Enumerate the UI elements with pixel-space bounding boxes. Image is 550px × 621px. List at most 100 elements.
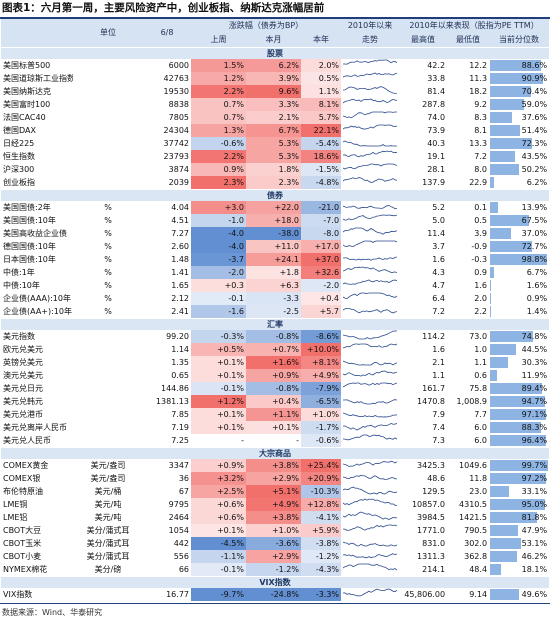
trend-cell xyxy=(341,524,399,537)
asset-name: 美元兑日元 xyxy=(3,384,43,393)
percentile-bar xyxy=(490,486,510,497)
high: 1.6 xyxy=(432,255,446,264)
change-year: -3.8% xyxy=(301,537,342,550)
value: 99.20 xyxy=(166,332,189,341)
unit: % xyxy=(104,242,112,251)
percentile-cell: 37.6% xyxy=(489,111,549,124)
change-month: +1.1% xyxy=(246,408,301,421)
percentile-bar xyxy=(490,86,531,97)
percentile-label: 13.9% xyxy=(521,203,548,212)
data-row: 美元兑日元 144.86 -0.1% -0.8% -7.9% 161.7 75.8 89.4% xyxy=(1,382,549,395)
value: 7805 xyxy=(168,113,189,122)
low: 362.8 xyxy=(464,552,488,561)
value: 6000 xyxy=(168,61,189,70)
unit xyxy=(73,343,143,356)
asset-name: 日本国债:10年 xyxy=(3,255,56,264)
sparkline-path xyxy=(342,177,398,183)
change-week: -9.7% xyxy=(191,588,246,601)
trend-cell xyxy=(341,240,399,253)
percentile-bar xyxy=(490,202,499,213)
change-month: 5.3% xyxy=(246,137,301,150)
high: 831.0 xyxy=(422,539,446,548)
sparkline-path xyxy=(342,150,398,158)
trend-cell xyxy=(341,163,399,176)
section-row: 债券 xyxy=(1,189,550,201)
data-row: 澳元兑美元 0.65 +0.1% +0.9% +4.9% 1.1 0.6 11.9% xyxy=(1,369,549,382)
sparkline xyxy=(342,140,398,147)
change-year: -7.0 xyxy=(301,214,342,227)
data-row: 恒生指数 23793 2.2% 5.3% 18.6% 19.1 7.2 43.5% xyxy=(1,150,549,163)
asset-name: 美国国债:10年 xyxy=(3,216,56,225)
change-month: +24.1 xyxy=(246,253,301,266)
change-week: +0.1% xyxy=(191,524,246,537)
section-title: 债券 xyxy=(1,189,550,201)
percentile-cell: 72.7% xyxy=(489,240,549,253)
high: 214.1 xyxy=(422,565,446,574)
value: 3347 xyxy=(168,461,189,470)
percentile-bar xyxy=(490,99,525,110)
value: 9795 xyxy=(168,500,189,509)
asset-name: CBOT小麦 xyxy=(3,552,42,561)
percentile-bar xyxy=(490,538,521,549)
percentile-label: 88.3% xyxy=(521,423,548,432)
change-month: +2.9% xyxy=(246,472,301,485)
sparkline xyxy=(342,330,398,340)
change-month: -24.8% xyxy=(246,588,301,601)
percentile-label: 98.8% xyxy=(521,255,548,264)
data-row: 德国国债:10年% 2.60 -4.0 +11.0 +17.0 3.7 -0.9 72.7% xyxy=(1,240,549,253)
trend-cell xyxy=(341,369,399,382)
sparkline-path xyxy=(342,412,398,418)
percentile-bar xyxy=(490,112,512,123)
sparkline xyxy=(342,541,398,547)
change-year: -8.6% xyxy=(301,330,342,343)
sparkline-path xyxy=(342,266,398,274)
low: 0.1 xyxy=(474,203,488,212)
low: 302.0 xyxy=(464,539,488,548)
unit: 美元/盎司 xyxy=(90,461,126,470)
change-month: +22.0 xyxy=(246,201,301,214)
high: 7.9 xyxy=(432,410,446,419)
unit: 美分/蒲式耳 xyxy=(86,552,130,561)
change-week: 0.7% xyxy=(191,98,246,111)
sparkline xyxy=(343,588,398,597)
low: 18.2 xyxy=(469,87,488,96)
change-month: 9.6% xyxy=(246,85,301,98)
unit xyxy=(73,369,143,382)
percentile-cell: 99.7% xyxy=(489,459,549,472)
asset-name: 中债:10年 xyxy=(3,281,40,290)
low: 11.3 xyxy=(469,74,488,83)
change-month: +0.4% xyxy=(246,395,301,408)
value: 4.51 xyxy=(171,216,189,225)
unit xyxy=(73,72,143,85)
change-year: -21.0 xyxy=(301,201,342,214)
change-year: 0.5% xyxy=(301,72,342,85)
sparkline xyxy=(342,214,398,221)
sparkline xyxy=(343,422,398,431)
unit xyxy=(73,588,143,601)
asset-name: 美元兑离岸人民币 xyxy=(3,423,67,432)
sparkline-path xyxy=(342,279,398,285)
value: 66 xyxy=(178,565,189,574)
high: 137.9 xyxy=(422,178,446,187)
value: 7.85 xyxy=(171,410,189,419)
change-year: -1.5% xyxy=(301,163,342,176)
header-cell: 6/8 xyxy=(143,19,191,48)
trend-cell xyxy=(341,227,399,240)
unit xyxy=(73,59,143,72)
sparkline-path xyxy=(342,343,398,349)
sparkline xyxy=(342,382,398,388)
high: 1311.3 xyxy=(417,552,446,561)
asset-name: 创业板指 xyxy=(3,178,35,187)
data-row: 美元兑港币 7.85 +0.1% +1.1% +1.0% 7.9 7.7 97.1% xyxy=(1,408,549,421)
value: 1.14 xyxy=(171,345,189,354)
percentile-bar xyxy=(490,512,538,523)
change-year: +17.0 xyxy=(301,240,342,253)
header-cell: 本月 xyxy=(246,33,301,48)
change-week: -0.6% xyxy=(191,137,246,150)
low: 1.6 xyxy=(474,281,488,290)
change-week: 1.3% xyxy=(191,124,246,137)
header-cell: 上周 xyxy=(191,33,246,48)
change-week: +3.2% xyxy=(191,472,246,485)
change-month: +1.6% xyxy=(246,356,301,369)
percentile-cell: 46.2% xyxy=(489,550,549,563)
